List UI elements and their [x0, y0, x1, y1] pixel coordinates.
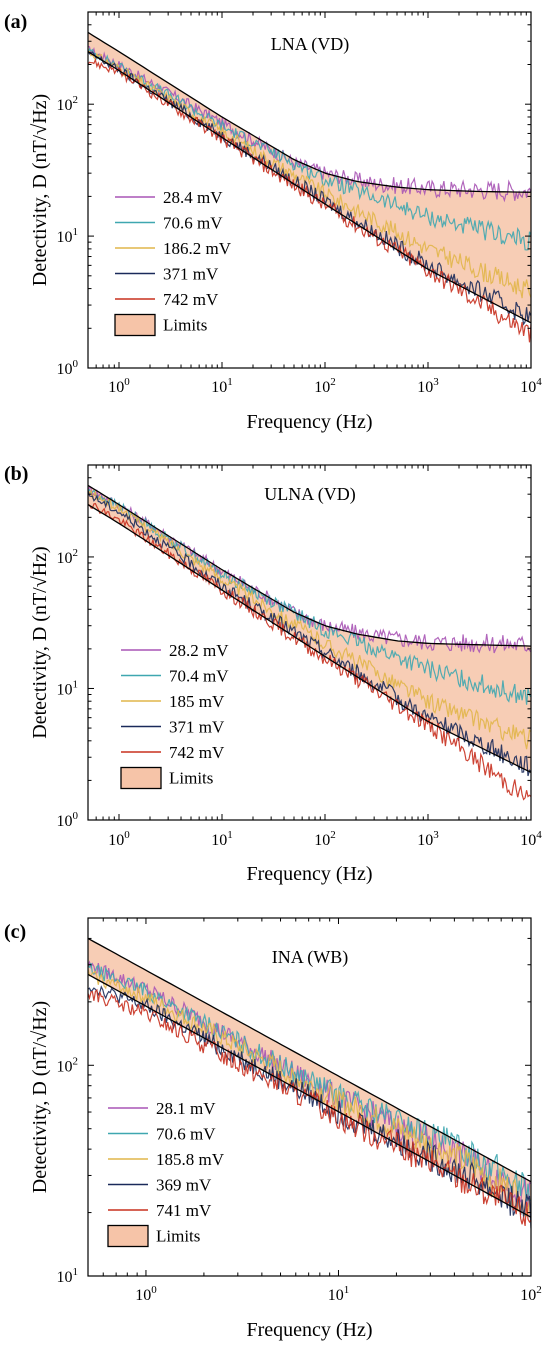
- y-tick-label: 102: [57, 547, 79, 567]
- y-axis-label: Detectivity, D (nT/√Hz): [29, 1001, 51, 1193]
- y-tick-label: 100: [57, 358, 79, 378]
- x-tick-label: 102: [314, 829, 336, 849]
- legend-label: 371 mV: [163, 265, 219, 284]
- y-tick-label: 101: [57, 226, 79, 246]
- y-tick-label: 101: [57, 678, 79, 698]
- legend-label: 369 mV: [156, 1176, 212, 1195]
- legend-label: 28.2 mV: [169, 641, 229, 660]
- y-tick-label: 102: [57, 1055, 79, 1075]
- legend-label: 28.1 mV: [156, 1099, 216, 1118]
- limit-lower-curve: [88, 973, 531, 1218]
- plot-area: [88, 484, 531, 801]
- panel-label: (a): [4, 11, 27, 33]
- legend-limits-swatch: [114, 313, 156, 337]
- x-tick-label: 101: [328, 1284, 350, 1304]
- legend-limits-swatch: [120, 766, 162, 790]
- chart-panel-2: 100 101 102 101 102 Frequency (Hz) Detectivity…: [4, 917, 542, 1341]
- limit-upper-curve: [88, 937, 531, 1183]
- legend: 28.4 mV 70.6 mV 186.2 mV 371 mV 742 mV Limits: [114, 188, 232, 337]
- y-tick-label: 101: [57, 1266, 79, 1286]
- chart-title: INA (WB): [272, 947, 348, 968]
- series-line-4: [88, 988, 531, 1226]
- limits-band: [88, 485, 531, 773]
- legend-limits-swatch: [107, 1224, 149, 1248]
- legend-label: Limits: [169, 769, 213, 788]
- legend-label: 741 mV: [156, 1201, 212, 1220]
- legend-label: Limits: [156, 1227, 200, 1246]
- plot-area: [88, 31, 531, 343]
- series-line-1: [88, 962, 531, 1202]
- chart-title: LNA (VD): [271, 34, 350, 55]
- legend-label: 742 mV: [169, 743, 225, 762]
- plot-area: [88, 937, 531, 1229]
- series-line-4: [88, 502, 531, 801]
- legend-label: 28.4 mV: [163, 188, 223, 207]
- legend: 28.1 mV 70.6 mV 185.8 mV 369 mV 741 mV Limits: [107, 1099, 225, 1248]
- limit-upper-curve: [88, 484, 531, 647]
- x-axis-label: Frequency (Hz): [246, 863, 372, 885]
- x-tick-label: 102: [520, 1284, 542, 1304]
- x-axis-label: Frequency (Hz): [246, 1319, 372, 1341]
- legend-label: 742 mV: [163, 290, 219, 309]
- plot-frame: [87, 917, 532, 1277]
- legend-label: 186.2 mV: [163, 239, 232, 258]
- limits-band: [88, 938, 531, 1218]
- y-axis-label: Detectivity, D (nT/√Hz): [29, 546, 51, 738]
- limit-lower-curve: [88, 51, 531, 324]
- x-tick-label: 104: [520, 829, 542, 849]
- y-tick-label: 102: [57, 94, 79, 114]
- legend-label: Limits: [163, 316, 207, 335]
- y-tick-label: 100: [57, 810, 79, 830]
- chart-panel-0: 100 101 102 103 104 100 101 102 Frequency (Hz) De…: [4, 11, 542, 433]
- x-tick-label: 100: [108, 376, 130, 396]
- chart-title: ULNA (VD): [264, 484, 356, 505]
- x-axis-label: Frequency (Hz): [246, 411, 372, 433]
- x-tick-label: 101: [211, 829, 233, 849]
- y-axis-label: Detectivity, D (nT/√Hz): [29, 94, 51, 286]
- panel-label: (b): [4, 463, 28, 485]
- limit-upper-curve: [88, 31, 531, 193]
- legend-label: 185 mV: [169, 692, 225, 711]
- legend-label: 70.6 mV: [156, 1125, 216, 1144]
- chart-panel-1: 100 101 102 103 104 100 101 102 Frequency (Hz) De…: [4, 463, 542, 885]
- series-line-4: [88, 57, 531, 343]
- x-tick-label: 101: [211, 376, 233, 396]
- legend: 28.2 mV 70.4 mV 185 mV 371 mV 742 mV Limits: [120, 641, 229, 790]
- x-tick-label: 103: [417, 376, 439, 396]
- legend-label: 185.8 mV: [156, 1150, 225, 1169]
- limit-lower-curve: [88, 504, 531, 773]
- x-tick-label: 104: [520, 376, 542, 396]
- series-line-2: [88, 489, 531, 750]
- series-line-2: [88, 968, 531, 1217]
- panel-label: (c): [4, 921, 26, 943]
- x-tick-label: 103: [417, 829, 439, 849]
- legend-label: 371 mV: [169, 718, 225, 737]
- legend-label: 70.4 mV: [169, 667, 229, 686]
- legend-label: 70.6 mV: [163, 214, 223, 233]
- x-tick-label: 100: [108, 829, 130, 849]
- x-tick-label: 100: [135, 1284, 157, 1304]
- x-tick-label: 102: [314, 376, 336, 396]
